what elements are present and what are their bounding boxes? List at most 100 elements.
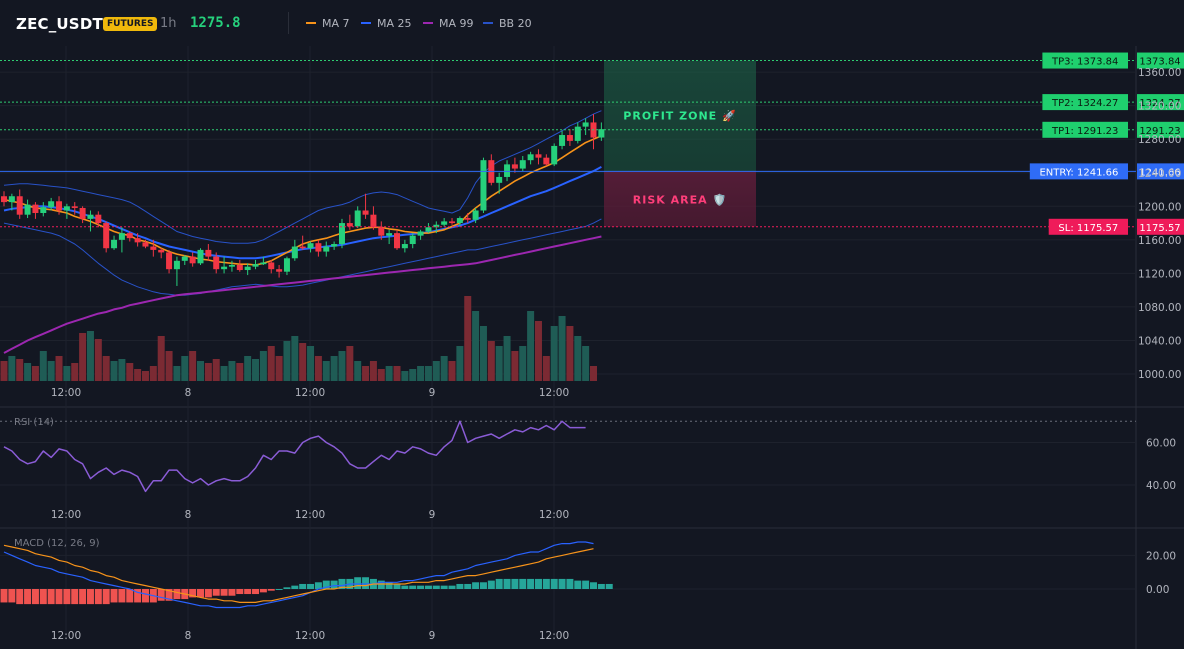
volume-bar	[574, 336, 582, 381]
macd-histogram-bar	[519, 578, 527, 589]
volume-bar	[86, 331, 94, 381]
price-axis-label: 1000.00	[1138, 369, 1181, 381]
macd-histogram-bar	[550, 578, 558, 589]
macd-histogram-bar	[126, 589, 134, 603]
legend-ma99-label: MA 99	[439, 17, 474, 30]
candle-body	[213, 256, 220, 270]
macd-histogram-bar	[197, 589, 204, 598]
candle-body	[118, 233, 125, 240]
time-axis-label: 8	[185, 630, 192, 642]
candle-body	[409, 235, 416, 245]
candle-body	[504, 164, 511, 177]
time-axis-label: 12:00	[539, 630, 569, 642]
candle-body	[598, 129, 605, 138]
macd-histogram-bar	[39, 589, 47, 605]
candle-body	[299, 246, 306, 249]
legend-ma25[interactable]: MA 25	[361, 17, 412, 30]
volume-bar	[440, 356, 448, 381]
candle-body	[87, 214, 94, 219]
volume-bar	[189, 351, 197, 381]
symbol-name[interactable]: ZEC_USDT	[16, 15, 103, 33]
level-axis-text: 1324.27	[1139, 98, 1180, 109]
legend-swatch-icon	[423, 22, 433, 24]
candle-body	[205, 249, 212, 257]
price-axis-label: 1160.00	[1138, 235, 1181, 247]
volume-bars	[0, 296, 597, 381]
candle-body	[338, 223, 345, 245]
level-axis-tag	[1137, 121, 1184, 138]
macd-histogram-bar	[94, 589, 102, 605]
volume-bar	[590, 366, 597, 381]
level-tag-text: TP2: 1324.27	[1051, 98, 1118, 109]
macd-histogram-bar	[605, 583, 613, 589]
level-tag-entry	[1029, 163, 1128, 180]
volume-bar	[212, 359, 220, 381]
level-axis-tag	[1137, 218, 1184, 235]
legend-bb20[interactable]: BB 20	[483, 17, 532, 30]
macd-histogram-bar	[0, 589, 8, 603]
volume-bar	[267, 346, 275, 381]
legend-swatch-icon	[306, 22, 316, 24]
macd-histogram-bar	[511, 578, 519, 589]
level-axis-tag	[1137, 52, 1184, 69]
last-price: 1275.8	[190, 15, 241, 31]
volume-bar	[338, 351, 346, 381]
volume-bar	[197, 361, 204, 381]
volume-bar	[424, 366, 432, 381]
profit-zone-label: PROFIT ZONE 🚀	[623, 110, 736, 123]
volume-bar	[165, 351, 173, 381]
macd-histogram-bar	[464, 583, 472, 589]
macd-histogram-bar	[55, 589, 63, 605]
timeframe-label[interactable]: 1h	[160, 16, 177, 31]
candle-body	[551, 145, 558, 165]
candle-body	[32, 204, 39, 214]
volume-bar	[63, 366, 71, 381]
macd-histogram-bar	[401, 585, 409, 589]
volume-bar	[134, 369, 142, 381]
macd-histogram-bar	[118, 589, 126, 603]
volume-bar	[16, 359, 24, 381]
legend-ma99[interactable]: MA 99	[423, 17, 474, 30]
volume-bar	[369, 361, 377, 381]
volume-bar	[566, 326, 574, 381]
macd-histogram-bar	[71, 589, 79, 605]
candle-body	[252, 264, 259, 267]
candle-body	[464, 218, 471, 220]
candle-body	[221, 266, 228, 270]
candle-body	[472, 210, 479, 220]
volume-bar	[118, 359, 126, 381]
macd-histogram-bar	[141, 589, 149, 603]
macd-histogram-bar	[574, 580, 582, 589]
candle-body	[1, 196, 7, 203]
time-axis-label: 9	[429, 509, 436, 521]
macd-histogram-bar	[228, 589, 236, 596]
candle-body	[268, 262, 275, 270]
candle-body	[323, 246, 330, 252]
legend-ma7[interactable]: MA 7	[306, 17, 350, 30]
risk-zone	[604, 171, 756, 227]
volume-bar	[79, 333, 87, 381]
candle-body	[158, 249, 165, 253]
legend-swatch-icon	[483, 22, 493, 24]
volume-bar	[377, 369, 385, 381]
candle-body	[103, 223, 110, 249]
trade-zones: PROFIT ZONE 🚀 RISK AREA 🛡️	[604, 60, 756, 227]
header-divider	[288, 12, 289, 34]
volume-bar	[236, 363, 244, 381]
volume-bar	[479, 326, 487, 381]
macd-histogram-bar	[322, 580, 330, 589]
volume-bar	[487, 341, 495, 381]
macd-histogram-bar	[236, 589, 244, 595]
volume-bar	[204, 363, 212, 381]
macd-title: MACD (12, 26, 9)	[14, 538, 100, 549]
volume-bar	[330, 356, 338, 381]
volume-bar	[24, 363, 32, 381]
candle-body	[417, 231, 424, 236]
candle-body	[150, 246, 157, 250]
rsi-axis-label: 40.00	[1146, 480, 1176, 492]
candlesticks[interactable]	[1, 114, 605, 286]
volume-bar	[495, 346, 503, 381]
candle-body	[126, 233, 133, 239]
candle-body	[386, 233, 393, 236]
